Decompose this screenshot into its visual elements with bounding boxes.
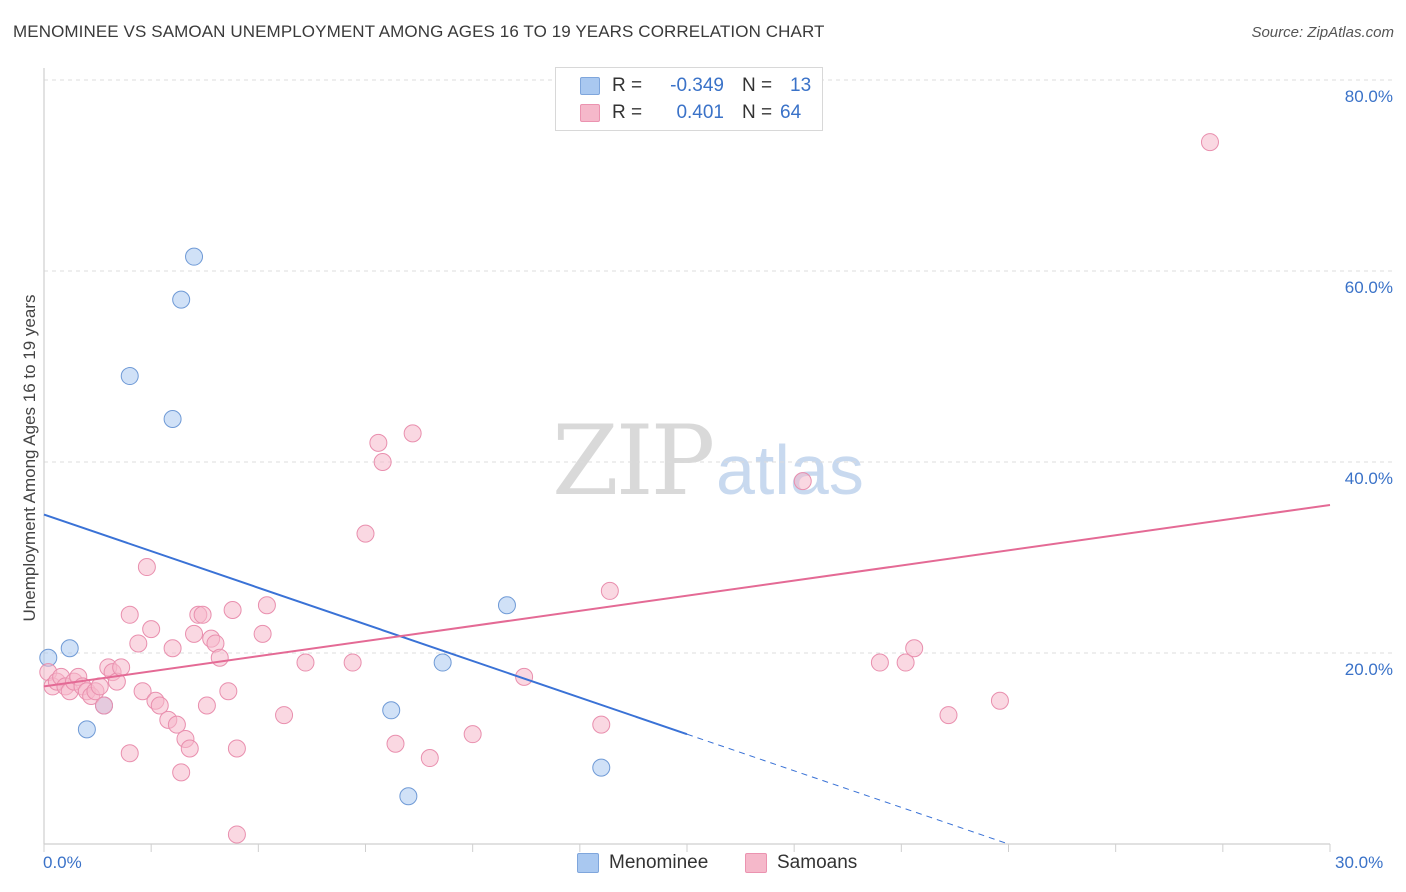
y-tick-label: 40.0% bbox=[1344, 469, 1393, 488]
samoans-point bbox=[373, 453, 392, 471]
samoans-point bbox=[369, 433, 388, 452]
r-value: -0.349 bbox=[670, 75, 724, 96]
samoans-point bbox=[197, 696, 216, 715]
samoans-point bbox=[133, 682, 152, 701]
source-credit: Source: ZipAtlas.com bbox=[1251, 24, 1394, 41]
samoans-point bbox=[120, 744, 139, 763]
menominee-point bbox=[163, 410, 182, 429]
samoans-swatch bbox=[745, 853, 767, 873]
samoans-point bbox=[223, 601, 242, 620]
menominee-point bbox=[172, 290, 191, 309]
menominee-point bbox=[382, 701, 401, 720]
menominee-point bbox=[592, 758, 611, 777]
legend-label: Menominee bbox=[609, 852, 709, 873]
samoans-point bbox=[463, 725, 482, 744]
y-tick-label: 80.0% bbox=[1344, 87, 1393, 106]
samoans-point bbox=[137, 558, 156, 577]
samoans-point bbox=[227, 739, 246, 758]
menominee-trend-extension bbox=[686, 733, 1009, 845]
menominee-swatch bbox=[577, 853, 599, 873]
samoans-point bbox=[386, 734, 405, 753]
r-label: R = bbox=[612, 75, 643, 96]
legend-item-menominee: Menominee bbox=[577, 852, 708, 874]
samoans-point bbox=[193, 605, 212, 624]
samoans-point bbox=[163, 639, 182, 658]
menominee-point bbox=[433, 653, 452, 672]
samoans-point bbox=[210, 648, 229, 667]
menominee-point bbox=[77, 720, 96, 739]
samoans-point bbox=[112, 658, 131, 677]
y-tick-label: 20.0% bbox=[1344, 660, 1393, 679]
samoans-point bbox=[793, 472, 812, 491]
menominee-trend-line bbox=[43, 513, 688, 736]
samoans-point bbox=[343, 653, 362, 672]
menominee-point bbox=[120, 367, 139, 386]
samoans-point bbox=[990, 691, 1009, 710]
samoans-point bbox=[90, 677, 109, 696]
samoans-point bbox=[896, 653, 915, 672]
watermark-zip: ZIP bbox=[552, 405, 715, 517]
samoans-point bbox=[515, 667, 534, 686]
n-label: N = bbox=[742, 102, 773, 123]
n-label: N = bbox=[742, 75, 773, 96]
samoans-point bbox=[420, 749, 439, 768]
samoans-point bbox=[939, 706, 958, 725]
x-tick-label-min: 0.0% bbox=[43, 853, 82, 872]
menominee-point bbox=[185, 247, 204, 266]
samoans-point bbox=[227, 825, 246, 844]
samoans-point bbox=[592, 715, 611, 734]
samoans-point bbox=[403, 424, 422, 443]
series-legend: Menominee Samoans bbox=[0, 852, 1406, 878]
menominee-swatch bbox=[580, 77, 600, 95]
y-tick-label: 60.0% bbox=[1344, 278, 1393, 297]
legend-row-samoans: R = 0.401 N = 64 bbox=[580, 100, 801, 126]
r-label: R = bbox=[612, 102, 643, 123]
samoans-point bbox=[129, 634, 148, 653]
x-tick-label-max: 30.0% bbox=[1335, 853, 1384, 872]
samoans-point bbox=[172, 763, 191, 782]
samoans-point bbox=[905, 639, 924, 658]
samoans-point bbox=[180, 739, 199, 758]
samoans-point bbox=[95, 696, 114, 715]
correlation-legend: R = -0.349 N = 13 R = 0.401 N = 64 bbox=[555, 67, 823, 131]
menominee-point bbox=[60, 639, 79, 658]
n-value: 64 bbox=[780, 102, 802, 123]
chart-title: MENOMINEE VS SAMOAN UNEMPLOYMENT AMONG A… bbox=[13, 22, 825, 41]
samoans-point bbox=[870, 653, 889, 672]
samoans-point bbox=[185, 624, 204, 643]
samoans-swatch bbox=[580, 104, 600, 122]
r-value: 0.401 bbox=[676, 102, 724, 123]
samoans-trend-line bbox=[43, 503, 1331, 688]
samoans-point bbox=[142, 620, 161, 639]
samoans-point bbox=[253, 624, 272, 643]
legend-row-menominee: R = -0.349 N = 13 bbox=[580, 73, 811, 99]
samoans-point bbox=[167, 715, 186, 734]
menominee-point bbox=[399, 787, 418, 806]
samoans-point bbox=[356, 524, 375, 543]
samoans-point bbox=[219, 682, 238, 701]
n-value: 13 bbox=[790, 75, 812, 96]
legend-label: Samoans bbox=[777, 852, 858, 873]
samoans-point bbox=[275, 706, 294, 725]
samoans-point bbox=[600, 581, 619, 600]
watermark-atlas: atlas bbox=[716, 431, 864, 509]
samoans-point bbox=[1200, 133, 1219, 152]
samoans-point bbox=[120, 605, 139, 624]
samoans-point bbox=[150, 696, 169, 715]
legend-item-samoans: Samoans bbox=[745, 852, 857, 874]
samoans-point bbox=[257, 596, 276, 615]
menominee-point bbox=[497, 596, 516, 615]
samoans-point bbox=[296, 653, 315, 672]
